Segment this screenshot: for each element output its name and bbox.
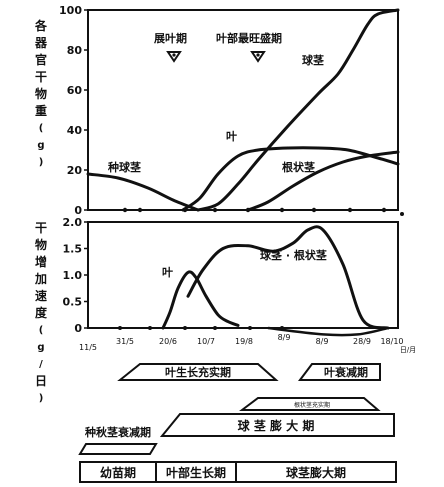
corm-swelling-stage-shape [159,413,395,437]
x-tick-label: 8/9 [316,337,329,346]
bottom-x-tick-dot [148,326,152,330]
x-unit-label: 日/月 [400,346,416,354]
rhizome-fill-stage-shape [239,397,381,411]
y-axis-title-char: 物 [34,87,47,101]
rate-dip-line [267,326,389,337]
stage-marker-dot [256,53,260,57]
top-x-tick-dot [311,207,317,213]
leaf-growth-stage-label: 叶部生长期 [166,465,226,480]
leaf-expansion-stage-label: 展叶期 [153,31,187,45]
corm-rhizome-rate-line [186,225,390,330]
seed-corm-decline-stage-label: 种秋茎衰减期 [84,425,151,439]
bottom-y-axis-title: 干物增加速度 ( g / 日) [34,220,48,407]
stage-marker-dot [172,53,176,57]
rhizome-label: 根状茎 [282,160,315,174]
bottom-x-tick-dot [213,326,217,330]
top-y-tick-label: 40 [67,124,83,137]
y-axis-title-char: 度 [34,306,47,320]
y-axis-title-char: 各 [34,19,47,33]
x-tick-label: 18/10 [380,337,403,346]
top-x-tick-dot [122,207,128,213]
bottom-y-tick-label: 2.0 [63,216,83,229]
bottom-plot-frame [87,221,399,329]
top-x-tick-dot [381,207,387,213]
top-x-tick-dot [137,207,143,213]
leaf-expansion-marker-icon [166,51,182,63]
leaf-fill-stage-label: 叶生长充实期 [165,365,231,379]
corm-expansion-stage-box [235,461,397,483]
leaf-decline-stage-label: 叶衰减期 [324,365,368,379]
top-y-tick-label: 80 [67,44,83,57]
seed-corm-decline-stage-shape [78,443,158,455]
top-y-tick-label: 0 [74,204,82,217]
top-x-tick-dot [279,207,285,213]
leaf-label: 叶 [226,129,237,143]
y-axis-title-char: 器 [34,36,47,50]
corm-rhizome-rate-label: 球茎 · 根状茎 [260,248,327,262]
leaf-rate-label: 叶 [162,265,173,279]
top-plot-frame [87,9,399,211]
rhizome-line [246,150,400,212]
top-y-axis-title: 各器官干物重 ( g) [34,18,48,171]
y-axis-title-char: 速 [34,289,47,303]
top-y-tick-label: 100 [59,4,82,17]
leaf-peak-stage-label: 叶部最旺盛期 [216,31,282,45]
x-tick-label: 11/5 [79,343,97,352]
top-x-tick-dot [347,207,353,213]
y-axis-title-char: ( [38,325,44,336]
top-x-tick-dot [182,207,188,213]
top-y-tick-label: 20 [67,164,83,177]
top-x-tick-dot [245,207,251,213]
y-axis-title-char: / [39,359,43,370]
y-axis-title-char: 增 [34,255,47,269]
corm-label: 球茎 [302,53,324,67]
y-axis-title-char: g [37,140,45,151]
y-axis-title-char: 官 [34,53,47,67]
x-tick-label: 19/8 [235,337,253,346]
y-axis-title-char: ( [38,123,44,134]
leaf-peak-marker-icon [250,51,266,63]
y-axis-title-char: 重 [34,104,47,118]
x-tick-label: 20/6 [159,337,177,346]
y-axis-title-char: 日 [34,374,47,388]
x-tick-label: 31/5 [116,337,134,346]
y-axis-title-char: 物 [34,238,47,252]
corm-expansion-stage-label: 球茎膨大期 [286,465,346,480]
bottom-x-tick-dot [280,326,284,330]
x-tick-label: 28/9 [353,337,371,346]
seedling-stage-label: 幼苗期 [100,465,136,480]
y-axis-title-char: ) [38,393,44,404]
bottom-x-tick-dot [248,326,252,330]
leaf-rate-line [161,270,240,330]
corm-swelling-stage-label: 球 茎 膨 大 期 [238,418,315,433]
bottom-x-tick-dot [118,326,122,330]
bottom-x-tick-dot [183,326,187,330]
bottom-y-tick-label: 1.5 [63,243,83,256]
leaf-line [181,146,400,212]
leaf-fill-stage-shape [117,363,279,381]
top-corner-dot [400,212,404,216]
top-y-tick-label: 60 [67,84,83,97]
y-axis-title-char: 干 [34,221,47,235]
x-tick-label: 8/9 [278,333,291,342]
x-tick-label: 10/7 [197,337,215,346]
y-axis-title-char: ) [38,157,44,168]
y-axis-title-char: 干 [34,70,47,84]
y-axis-title-char: g [37,342,45,353]
top-x-tick-dot [212,207,218,213]
bottom-y-tick-label: 1.0 [63,269,83,282]
y-axis-title-char: 加 [34,272,47,286]
seed-corm-line [86,172,200,212]
bottom-y-tick-label: 0 [74,322,82,335]
corm-line [196,8,400,212]
rhizome-fill-stage-label: 根状茎充实期 [294,401,330,409]
leaf-decline-stage-shape [298,363,381,381]
seed-corm-label: 种球茎 [107,160,141,174]
bottom-y-tick-label: 0.5 [63,296,83,309]
